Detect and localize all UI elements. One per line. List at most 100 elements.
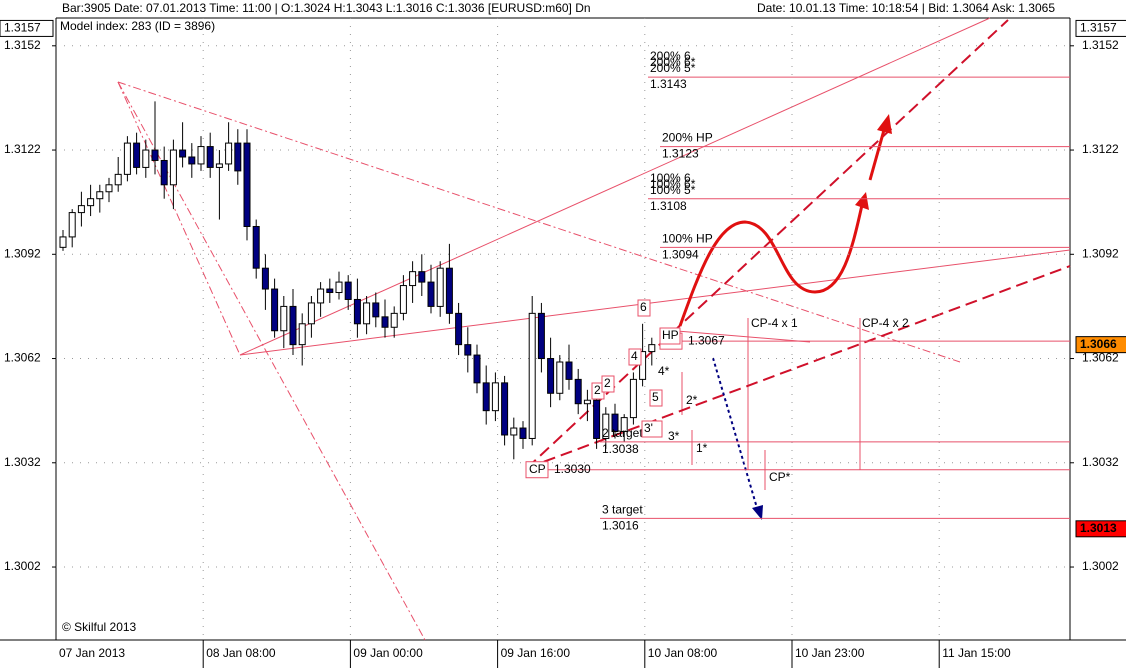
candle-body: [215, 163, 223, 168]
top-value-box: [1075, 19, 1126, 37]
y-tick-label: 1.3032: [4, 455, 41, 469]
projection-line: [664, 329, 811, 343]
candle-body: [381, 316, 389, 328]
x-tick-label: 09 Jan 00:00: [353, 646, 423, 660]
candle-body: [234, 142, 242, 172]
candle-body: [243, 142, 251, 227]
level-label: 200% 6*: [650, 55, 696, 69]
candle-body: [87, 198, 95, 207]
y-tick-label: 1.3062: [4, 351, 41, 365]
candle-body: [445, 267, 453, 314]
candle-body: [335, 281, 343, 294]
candle-body: [289, 305, 297, 346]
candle-body: [280, 305, 288, 332]
y-tick-label: 1.3002: [1082, 559, 1119, 573]
point-label: CP*: [769, 470, 791, 484]
trend-line: [117, 81, 961, 363]
candle-body: [225, 142, 233, 165]
copyright: © Skilful 2013: [62, 620, 137, 634]
header-left: Bar:3905 Date: 07.01.2013 Time: 11:00 | …: [62, 1, 591, 15]
top-value-label: 1.3157: [1080, 21, 1117, 35]
candle-body: [629, 378, 637, 419]
point-label: CP-4 x 1: [751, 316, 798, 330]
candle-body: [390, 312, 398, 328]
trend-line: [239, 249, 1071, 356]
candle-body: [537, 312, 545, 360]
point-label: 2: [594, 383, 601, 397]
y-tick-label: 1.3122: [4, 142, 41, 156]
point-label: 5: [652, 390, 659, 404]
candle-body: [363, 302, 371, 325]
candle-body: [602, 413, 610, 439]
candle-body: [123, 142, 131, 175]
candle-body: [197, 146, 205, 165]
level-label: 100% 5*: [650, 183, 696, 197]
point-box: [637, 299, 651, 317]
candle-body: [593, 399, 601, 439]
candle-body: [160, 159, 168, 186]
candle-body: [298, 323, 306, 346]
candle-body: [583, 399, 591, 405]
model-index: Model index: 283 (ID = 3896): [60, 19, 215, 33]
candle-body: [307, 302, 315, 325]
candle-body: [455, 312, 463, 346]
y-tick-label: 1.3002: [4, 559, 41, 573]
point-label: 3': [644, 421, 653, 435]
candle-body: [179, 149, 187, 158]
level-label: 2 target: [602, 426, 643, 440]
y-tick-label: 1.3092: [4, 246, 41, 260]
level-value: 1.3094: [662, 248, 699, 262]
level-label: 200% HP: [662, 131, 713, 145]
top-value-label: 1.3157: [4, 21, 41, 35]
candle-body: [491, 382, 499, 412]
candle-body: [519, 427, 527, 439]
level-label: 3 target: [602, 503, 643, 517]
candle-body: [59, 236, 67, 248]
point-label: 3*: [668, 429, 680, 443]
candle-body: [151, 149, 159, 161]
candle-body: [473, 354, 481, 384]
y-tick-label: 1.3152: [1082, 38, 1119, 52]
arrow-head: [752, 505, 763, 520]
level-label: 100% 6: [650, 171, 691, 185]
candle-body: [77, 205, 85, 214]
level-value: 1.3123: [662, 147, 699, 161]
candle-body: [409, 271, 417, 287]
channel-line: [526, 19, 1009, 469]
candle-body: [188, 156, 196, 165]
level-value: 1.3143: [650, 77, 687, 91]
y-tick-label: 1.3122: [1082, 142, 1119, 156]
trend-line: [117, 81, 241, 356]
candle-body: [114, 173, 122, 186]
candle-body: [510, 427, 518, 436]
candle-body: [344, 281, 352, 300]
point-box: [659, 327, 681, 345]
candle-body: [648, 344, 656, 353]
point-label: 4: [631, 349, 638, 363]
point-label: HP: [662, 328, 679, 342]
candle-body: [68, 212, 76, 238]
candle-body: [436, 267, 444, 307]
candle-body: [501, 382, 509, 436]
candle-body: [261, 267, 269, 290]
trend-line: [239, 17, 991, 356]
level-value: 1.3038: [602, 442, 639, 456]
level-box: [525, 461, 549, 479]
candle-body: [96, 191, 104, 200]
point-label: 2: [604, 376, 611, 390]
top-value-box: [0, 19, 54, 37]
point-box: [628, 348, 642, 366]
price-marker: [1075, 336, 1126, 354]
candle-body: [556, 361, 564, 394]
y-tick-label: 1.3152: [4, 38, 41, 52]
trend-lines: [117, 17, 1071, 641]
candle-body: [105, 184, 113, 193]
candle-body: [528, 312, 536, 439]
x-tick-label: 07 Jan 2013: [59, 646, 125, 660]
header-right: Date: 10.01.13 Time: 10:18:54 | Bid: 1.3…: [757, 1, 1055, 15]
candle-body: [418, 271, 426, 283]
arrow-head: [877, 114, 892, 134]
arrow-head: [855, 192, 869, 210]
